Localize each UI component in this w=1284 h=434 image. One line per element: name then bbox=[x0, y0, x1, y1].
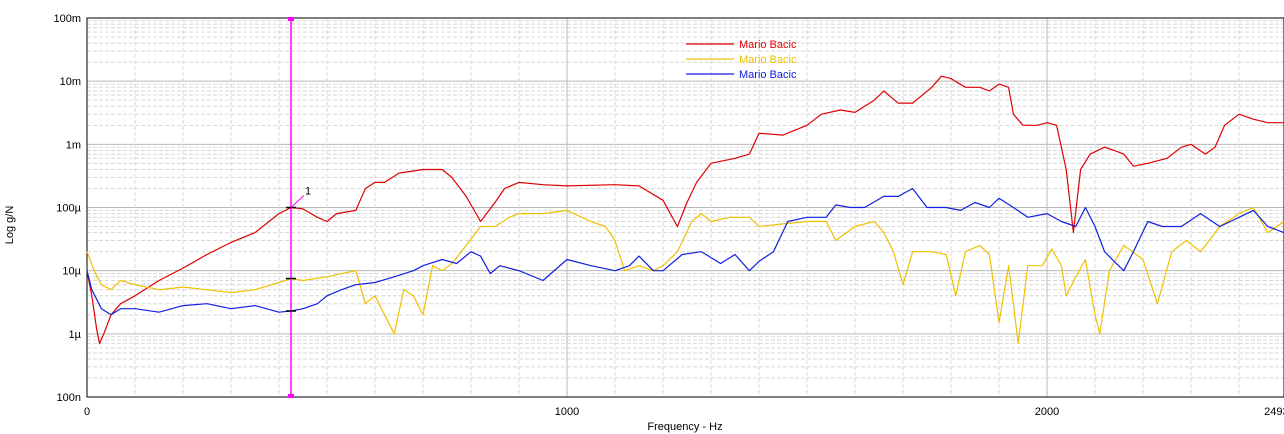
y-tick-label: 10µ bbox=[62, 266, 81, 278]
cursor-layer[interactable]: 1 bbox=[286, 17, 311, 398]
cursor-handle-bottom[interactable] bbox=[288, 394, 294, 398]
x-tick-label: 1000 bbox=[555, 406, 579, 418]
x-axis-label: Frequency - Hz bbox=[647, 421, 722, 433]
y-tick-label: 100n bbox=[57, 392, 81, 404]
y-tick-label: 100µ bbox=[56, 203, 81, 215]
x-tick-label: 2493.75 bbox=[1264, 406, 1284, 418]
y-axis-label: Log g/N bbox=[4, 206, 16, 245]
legend-label: Mario Bacic bbox=[739, 39, 797, 51]
x-axis-ticks: 0 1000 2000 2493.75 bbox=[84, 406, 1284, 418]
legend-label: Mario Bacic bbox=[739, 54, 797, 66]
cursor-label: 1 bbox=[305, 186, 311, 198]
plot-area bbox=[86, 17, 1284, 398]
series-line-3 bbox=[86, 187, 1284, 316]
y-axis-ticks: 100n 1µ 10µ 100µ 1m 10m 100m bbox=[53, 13, 81, 404]
y-tick-label: 1µ bbox=[69, 329, 82, 341]
y-tick-label: 10m bbox=[60, 76, 81, 88]
legend: Mario Bacic Mario Bacic Mario Bacic bbox=[686, 39, 797, 81]
cursor-handle-top[interactable] bbox=[288, 17, 294, 21]
cursor-label-leader bbox=[290, 195, 305, 208]
x-tick-label: 0 bbox=[84, 406, 90, 418]
grid bbox=[87, 18, 1284, 398]
legend-label: Mario Bacic bbox=[739, 69, 797, 81]
series-line-2 bbox=[86, 206, 1284, 345]
x-tick-label: 2000 bbox=[1035, 406, 1059, 418]
y-tick-label: 1m bbox=[66, 139, 81, 151]
y-tick-label: 100m bbox=[53, 13, 81, 25]
